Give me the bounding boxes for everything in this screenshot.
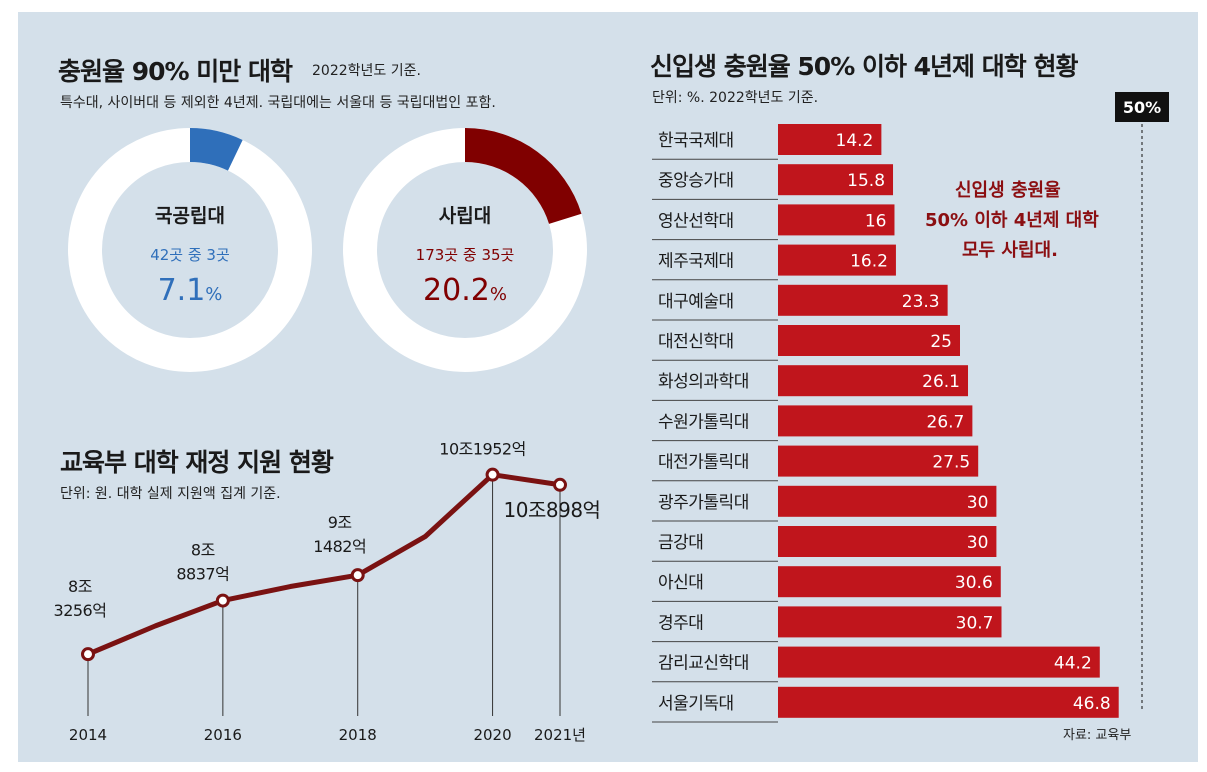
donut-title: 국공립대 [155,205,225,227]
line-section-unit: 단위: 원. 대학 실제 지원액 집계 기준. [60,486,281,502]
category-label: 대전가톨릭대 [658,453,749,473]
bar [778,244,896,276]
donut-value: 7.1% [158,273,223,308]
bar [778,485,997,517]
bar [778,566,1001,598]
donut-section-title-suffix: 2022학년도 기준. [312,63,421,79]
x-tick-label: 2021년 [534,726,586,744]
category-label: 아신대 [658,573,703,593]
category-label: 영산선학대 [658,211,734,231]
source-credit: 자료: 교육부 [1063,728,1132,743]
line-annotation: 9조 [328,513,352,532]
category-label: 중앙승가대 [658,171,734,191]
bar [778,365,969,397]
bar-value-label: 25 [930,332,952,352]
x-tick-label: 2020 [473,726,511,744]
line-point [350,568,365,583]
category-label: 한국국제대 [658,131,734,151]
line-annotation: 10조1952억 [439,440,526,459]
bar [778,686,1119,718]
bar-value-label: 30 [967,493,989,513]
category-label: 금강대 [658,533,703,553]
donut-subtitle: 42곳 중 3곳 [150,246,230,264]
donut-title: 사립대 [439,205,491,227]
category-label: 수원가톨릭대 [658,412,749,432]
donut-value: 20.2% [423,273,507,308]
bar-value-label: 44.2 [1054,654,1092,674]
bar-value-label: 26.1 [922,372,960,392]
line-point [81,647,95,662]
category-label: 대전신학대 [658,332,734,352]
bar [778,164,894,196]
bar [778,646,1100,678]
bar-value-label: 30 [967,533,989,553]
bar-value-label: 30.6 [955,573,993,593]
line-point [553,477,567,492]
bar [778,606,1002,638]
line-annotation: 8조 [68,577,92,596]
bar-value-label: 23.3 [902,292,940,312]
donut-section-note: 특수대, 사이버대 등 제외한 4년제. 국립대에는 서울대 등 국립대법인 포… [60,95,496,111]
category-label: 서울기독대 [658,694,734,714]
donut-section-title: 충원율 90% 미만 대학 [58,57,293,86]
bar [778,284,948,316]
x-tick-label: 2014 [69,726,107,744]
category-label: 광주가톨릭대 [658,493,749,513]
reference-label-box [1115,92,1169,122]
bar-value-label: 27.5 [932,453,970,473]
line-annotation: 8조 [191,541,215,560]
bar-value-label: 14.2 [836,131,874,151]
bar-value-label: 15.8 [847,171,885,191]
bar-value-label: 16.2 [850,252,888,272]
bar [778,526,997,557]
line-section-title: 교육부 대학 재정 지원 현황 [60,448,334,477]
donut-segment [190,128,243,171]
bar [778,325,960,356]
line-annotation: 10조898억 [504,498,601,522]
reference-label: 50% [1123,98,1161,117]
category-label: 제주국제대 [658,252,734,272]
x-tick-label: 2016 [204,726,242,744]
bar-note-line: 신입생 충원율 [955,180,1061,201]
category-label: 화성의과학대 [658,372,749,392]
category-label: 대구예술대 [658,292,734,312]
bar-value-label: 16 [865,211,887,231]
bar-value-label: 46.8 [1073,694,1111,714]
bar-value-label: 26.7 [927,412,965,432]
line-annotation: 8837억 [176,565,229,584]
bar-note-line: 50% 이하 4년제 대학 [925,210,1099,231]
bar [778,124,882,155]
bar-note-line: 모두 사립대. [962,240,1058,261]
line-point [215,593,230,608]
category-label: 감리교신학대 [658,654,749,674]
bar-value-label: 30.7 [956,613,994,633]
line-annotation: 1482억 [313,537,366,556]
line-annotation: 3256억 [54,601,107,620]
bar [778,204,895,236]
bar [778,405,973,437]
bar-section-title: 신입생 충원율 50% 이하 4년제 대학 현황 [650,52,1078,81]
donut-segment [465,128,582,224]
donut-subtitle: 173곳 중 35곳 [416,246,515,264]
bar-section-unit: 단위: %. 2022학년도 기준. [652,90,819,106]
bar [778,445,979,477]
x-tick-label: 2018 [339,726,377,744]
category-label: 경주대 [658,613,703,633]
line-series [85,472,563,657]
line-point [485,467,500,482]
